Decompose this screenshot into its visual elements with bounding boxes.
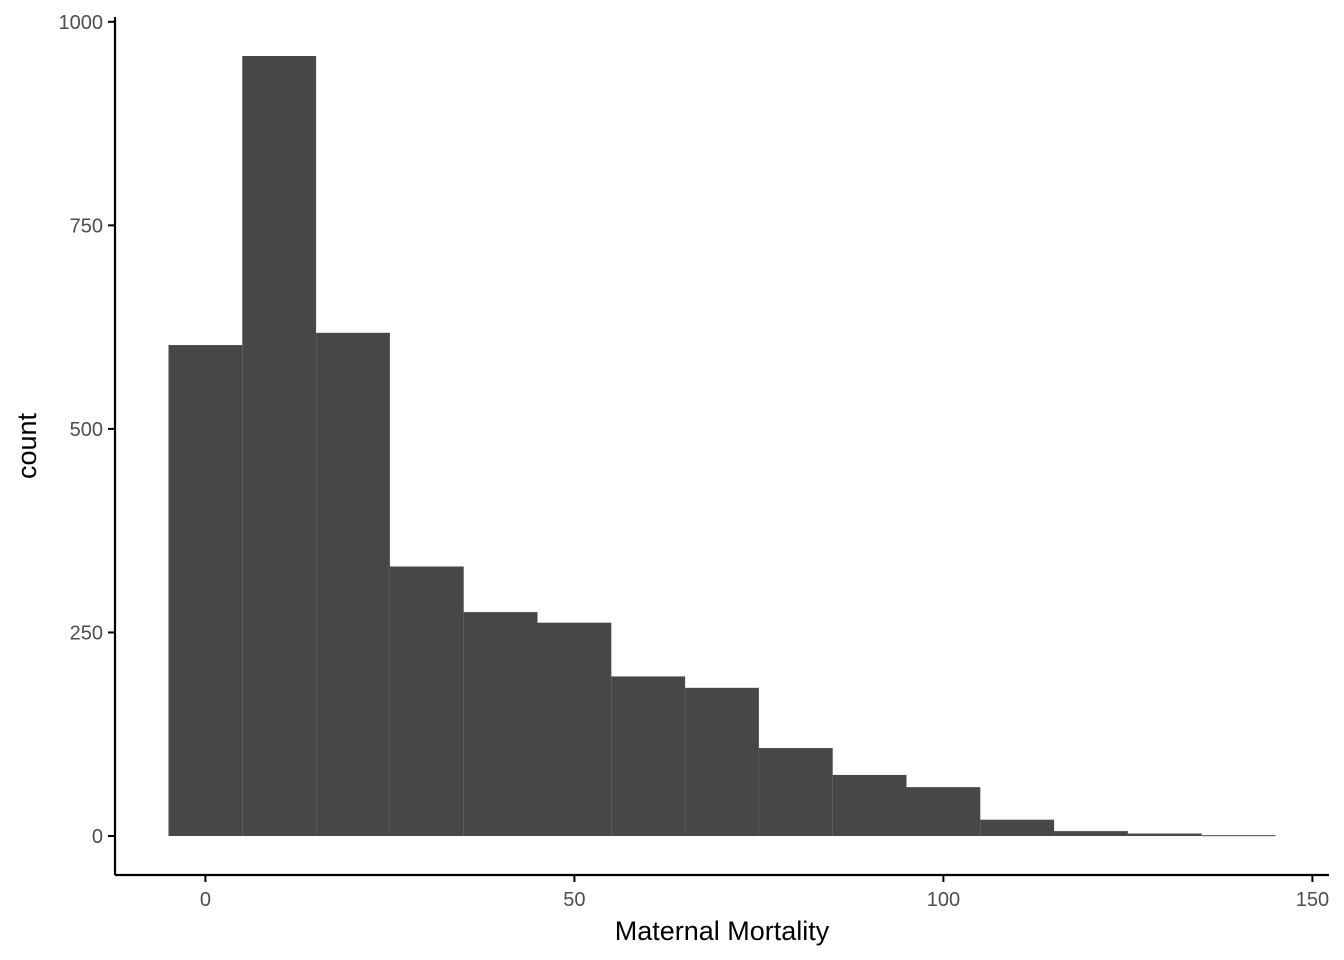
histogram-bar (537, 622, 612, 836)
y-tick-label: 750 (70, 215, 103, 237)
histogram-bar (906, 787, 981, 836)
histogram-bar (758, 748, 833, 836)
histogram-bar (1201, 835, 1276, 837)
y-tick-label: 0 (92, 826, 103, 848)
y-tick-label: 1000 (59, 12, 104, 34)
histogram-bar (611, 676, 686, 836)
histogram-bars (168, 56, 1276, 837)
x-tick-label: 0 (200, 889, 211, 911)
y-tick-label: 250 (70, 622, 103, 644)
y-axis-ticks: 0 250 500 750 1000 (59, 12, 115, 848)
x-tick-label: 100 (927, 889, 960, 911)
histogram-bar (316, 332, 390, 836)
histogram-bar (685, 687, 759, 836)
histogram-bar (389, 566, 464, 836)
histogram-bar (242, 56, 317, 836)
histogram-bar (1127, 833, 1202, 836)
y-axis-title: count (12, 412, 42, 479)
histogram-bar (832, 774, 907, 836)
histogram-bar (980, 819, 1055, 836)
x-tick-label: 150 (1296, 889, 1329, 911)
x-tick-label: 50 (563, 889, 585, 911)
x-axis-title: Maternal Mortality (615, 916, 830, 946)
y-tick-label: 500 (70, 419, 103, 441)
histogram-bar (463, 612, 538, 836)
histogram-bar (168, 345, 243, 836)
x-axis-ticks: 0 50 100 150 (200, 875, 1329, 911)
histogram-bar (1054, 831, 1128, 836)
